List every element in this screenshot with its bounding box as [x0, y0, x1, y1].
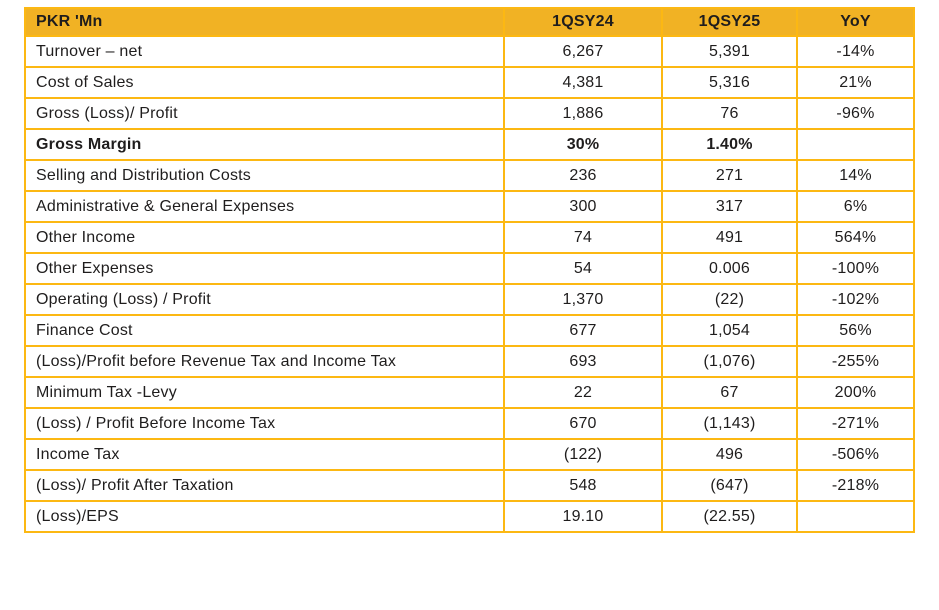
table-row: Administrative & General Expenses 300 317 6…	[24, 190, 915, 223]
financial-results-table: PKR 'Mn 1QSY24 1QSY25 YoY Turnover – net…	[24, 7, 915, 533]
value-yoy: -506%	[796, 438, 915, 471]
value-1qsy24: 4,381	[503, 66, 663, 99]
value-1qsy24: 670	[503, 407, 663, 440]
value-1qsy24: 693	[503, 345, 663, 378]
value-1qsy25: 67	[661, 376, 798, 409]
row-label: Selling and Distribution Costs	[24, 159, 505, 192]
value-yoy: 564%	[796, 221, 915, 254]
value-yoy: -100%	[796, 252, 915, 285]
row-label: Operating (Loss) / Profit	[24, 283, 505, 316]
table-row: (Loss) / Profit Before Income Tax 670 (1,1…	[24, 407, 915, 440]
value-yoy: -14%	[796, 35, 915, 68]
table-row: Income Tax (122) 496 -506%	[24, 438, 915, 471]
value-1qsy24: 1,370	[503, 283, 663, 316]
row-label: Other Income	[24, 221, 505, 254]
value-1qsy24: 548	[503, 469, 663, 502]
value-1qsy24: 1,886	[503, 97, 663, 130]
column-header-1qsy25: 1QSY25	[661, 7, 798, 37]
value-yoy: -218%	[796, 469, 915, 502]
value-yoy: -96%	[796, 97, 915, 130]
value-yoy: -102%	[796, 283, 915, 316]
value-1qsy25: (22)	[661, 283, 798, 316]
value-1qsy25: (1,076)	[661, 345, 798, 378]
value-yoy: -271%	[796, 407, 915, 440]
table-row: Gross (Loss)/ Profit 1,886 76 -96%	[24, 97, 915, 130]
column-header-pkr-mn: PKR 'Mn	[24, 7, 505, 37]
row-label: Gross (Loss)/ Profit	[24, 97, 505, 130]
value-1qsy25: 271	[661, 159, 798, 192]
value-1qsy25: 76	[661, 97, 798, 130]
row-label: (Loss)/EPS	[24, 500, 505, 533]
row-label: Cost of Sales	[24, 66, 505, 99]
value-yoy: 14%	[796, 159, 915, 192]
table-row: Other Expenses 54 0.006 -100%	[24, 252, 915, 285]
value-1qsy24: 236	[503, 159, 663, 192]
table-row: Finance Cost 677 1,054 56%	[24, 314, 915, 347]
value-1qsy24: 74	[503, 221, 663, 254]
value-1qsy25: 5,316	[661, 66, 798, 99]
row-label: (Loss)/ Profit After Taxation	[24, 469, 505, 502]
value-1qsy24: (122)	[503, 438, 663, 471]
value-yoy	[796, 500, 915, 533]
row-label: Turnover – net	[24, 35, 505, 68]
table-row: (Loss)/Profit before Revenue Tax and Inc…	[24, 345, 915, 378]
table-body: Turnover – net 6,267 5,391 -14% Cost of Sale…	[24, 35, 915, 533]
value-yoy: 21%	[796, 66, 915, 99]
value-1qsy24: 22	[503, 376, 663, 409]
value-1qsy25: 496	[661, 438, 798, 471]
value-1qsy24: 54	[503, 252, 663, 285]
table-row: Other Income 74 491 564%	[24, 221, 915, 254]
row-label: (Loss) / Profit Before Income Tax	[24, 407, 505, 440]
row-label: Minimum Tax -Levy	[24, 376, 505, 409]
row-label: Administrative & General Expenses	[24, 190, 505, 223]
value-1qsy25: (647)	[661, 469, 798, 502]
value-1qsy25: 5,391	[661, 35, 798, 68]
value-1qsy25: (22.55)	[661, 500, 798, 533]
value-1qsy25: 491	[661, 221, 798, 254]
value-1qsy24: 30%	[503, 128, 663, 161]
value-yoy: 200%	[796, 376, 915, 409]
row-label: Other Expenses	[24, 252, 505, 285]
table-row: Gross Margin 30% 1.40%	[24, 128, 915, 161]
column-header-1qsy24: 1QSY24	[503, 7, 663, 37]
value-yoy: 6%	[796, 190, 915, 223]
row-label: Gross Margin	[24, 128, 505, 161]
value-1qsy24: 6,267	[503, 35, 663, 68]
value-1qsy25: (1,143)	[661, 407, 798, 440]
row-label: Finance Cost	[24, 314, 505, 347]
table-row: Minimum Tax -Levy 22 67 200%	[24, 376, 915, 409]
table-header: PKR 'Mn 1QSY24 1QSY25 YoY	[24, 7, 915, 37]
value-1qsy24: 677	[503, 314, 663, 347]
row-label: (Loss)/Profit before Revenue Tax and Inc…	[24, 345, 505, 378]
value-1qsy25: 317	[661, 190, 798, 223]
value-1qsy25: 0.006	[661, 252, 798, 285]
column-header-yoy: YoY	[796, 7, 915, 37]
header-row: PKR 'Mn 1QSY24 1QSY25 YoY	[24, 7, 915, 37]
value-1qsy25: 1,054	[661, 314, 798, 347]
row-label: Income Tax	[24, 438, 505, 471]
table-row: Turnover – net 6,267 5,391 -14%	[24, 35, 915, 68]
table-row: (Loss)/EPS 19.10 (22.55)	[24, 500, 915, 533]
value-yoy	[796, 128, 915, 161]
table-row: (Loss)/ Profit After Taxation 548 (647) -21…	[24, 469, 915, 502]
value-yoy: 56%	[796, 314, 915, 347]
value-1qsy25: 1.40%	[661, 128, 798, 161]
value-1qsy24: 19.10	[503, 500, 663, 533]
value-1qsy24: 300	[503, 190, 663, 223]
value-yoy: -255%	[796, 345, 915, 378]
table-row: Operating (Loss) / Profit 1,370 (22) -102%	[24, 283, 915, 316]
table-row: Cost of Sales 4,381 5,316 21%	[24, 66, 915, 99]
table-row: Selling and Distribution Costs 236 271 14%	[24, 159, 915, 192]
